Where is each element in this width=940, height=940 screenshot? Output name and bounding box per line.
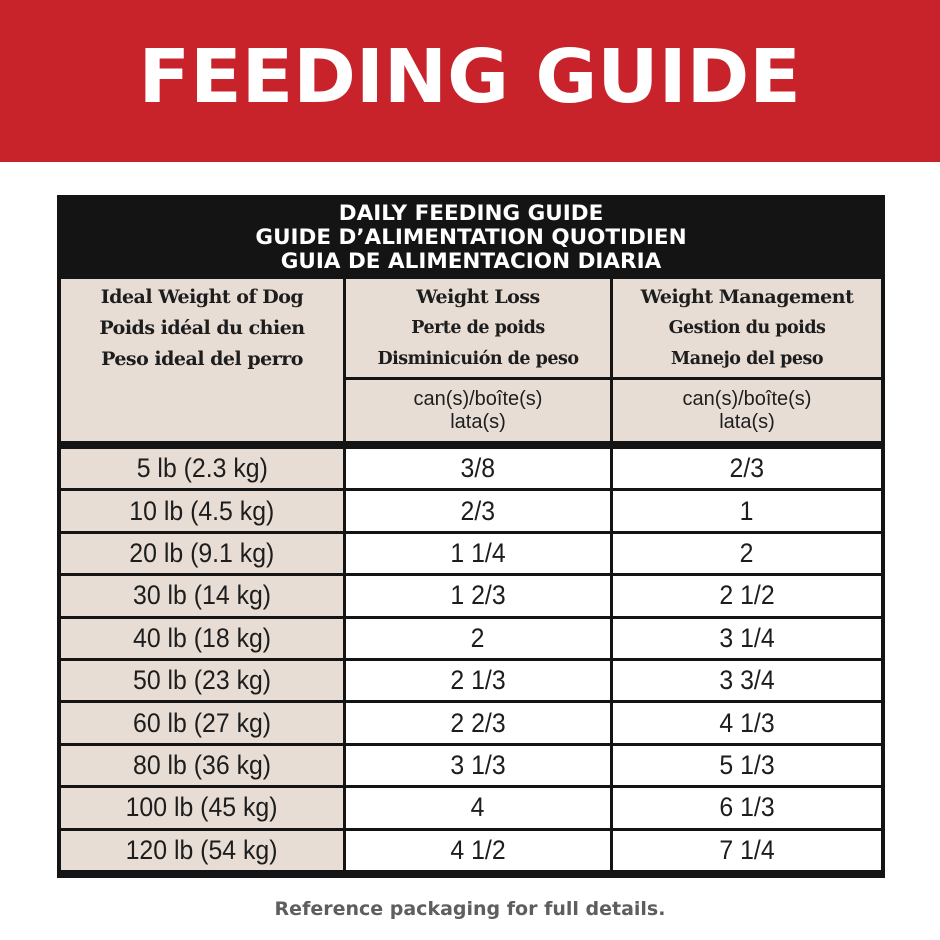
weight-loss-cell-text: 4 1/2 [450,834,506,865]
table-title-french: GUIDE D’ALIMENTATION QUOTIDIEN [255,225,687,250]
weight-loss-cell-text: 3 1/3 [450,749,506,780]
weight-loss-cell: 1 2/3 [346,576,610,616]
weight-cell: 80 lb (36 kg) [61,745,343,786]
unit-label-weight-management: can(s)/boîte(s) lata(s) [613,380,881,441]
weight-loss-cell: 2 1/3 [346,661,610,701]
weight-loss-cell: 2 2/3 [346,703,610,743]
weight-cell-text: 5 lb (2.3 kg) [136,453,268,484]
weight-loss-cell: 3/8 [346,449,610,489]
weight-management-cell: 2 [613,533,881,574]
weight-management-cell: 3 1/4 [613,618,881,658]
weight-loss-cell: 1 1/4 [346,533,610,574]
weight-cell-text: 30 lb (14 kg) [132,580,272,611]
weight-loss-cell-text: 2/3 [460,495,496,526]
weight-loss-cell-text: 2 [471,622,485,653]
unit-label-cans: can(s)/boîte(s) [682,387,812,410]
column-header-weight-loss-es: Disminicuión de peso [377,348,579,369]
weight-management-cell: 2 1/2 [613,576,881,616]
weight-management-cell-text: 3 3/4 [719,665,775,696]
footnote: Reference packaging for full details. [274,898,666,920]
weight-loss-cell-text: 4 [471,792,485,823]
weight-cell-text: 40 lb (18 kg) [132,622,272,653]
weight-loss-cell-text: 3/8 [460,453,496,484]
weight-management-cell-text: 3 1/4 [719,622,775,653]
column-header-ideal-weight-en: Ideal Weight of Dog [100,286,304,308]
weight-loss-cell: 4 [346,788,610,828]
weight-cell: 50 lb (23 kg) [61,661,343,701]
weight-management-cell-text: 5 1/3 [719,749,775,780]
weight-cell: 5 lb (2.3 kg) [61,449,343,489]
weight-cell-text: 10 lb (4.5 kg) [129,495,275,526]
unit-label-weight-loss: can(s)/boîte(s) lata(s) [346,380,610,441]
weight-cell-text: 80 lb (36 kg) [132,749,272,780]
weight-loss-cell-text: 2 2/3 [450,707,506,738]
weight-management-cell-text: 2 [740,537,754,568]
column-header-ideal-weight-es: Peso ideal del perro [101,348,303,370]
weight-cell-text: 20 lb (9.1 kg) [129,537,275,568]
weight-cell: 60 lb (27 kg) [61,703,343,743]
weight-cell-text: 120 lb (54 kg) [126,834,278,865]
weight-cell-text: 50 lb (23 kg) [132,665,272,696]
weight-management-cell: 5 1/3 [613,745,881,786]
column-header-weight-management-fr: Gestion du poids [668,317,826,338]
table-title-spanish: GUIA DE ALIMENTACION DIARIA [280,249,662,274]
weight-management-cell-text: 2 1/2 [719,580,775,611]
banner-title: FEEDING GUIDE [138,34,802,120]
column-header-weight-management-en: Weight Management [640,285,854,308]
weight-cell-text: 100 lb (45 kg) [126,792,278,823]
weight-management-cell: 7 1/4 [613,830,881,870]
weight-cell: 20 lb (9.1 kg) [61,533,343,574]
weight-management-cell-text: 7 1/4 [719,834,775,865]
weight-management-cell: 6 1/3 [613,788,881,828]
weight-cell: 100 lb (45 kg) [61,788,343,828]
weight-cell: 10 lb (4.5 kg) [61,491,343,531]
weight-management-cell: 2/3 [613,449,881,489]
table-title-english: DAILY FEEDING GUIDE [338,201,604,226]
column-header-ideal-weight-fr: Poids idéal du chien [99,317,305,339]
weight-loss-cell: 2/3 [346,491,610,531]
weight-management-cell-text: 2/3 [729,453,765,484]
feeding-guide-banner: FEEDING GUIDE [0,0,940,162]
weight-loss-cell-text: 1 1/4 [450,537,506,568]
weight-management-cell-text: 4 1/3 [719,707,775,738]
weight-management-cell-text: 1 [740,495,754,526]
column-header-weight-loss-en: Weight Loss [416,285,540,308]
weight-management-cell: 4 1/3 [613,703,881,743]
weight-cell-text: 60 lb (27 kg) [132,707,272,738]
weight-management-cell: 3 3/4 [613,661,881,701]
column-header-weight-loss-fr: Perte de poids [411,317,545,338]
column-header-weight-management-es: Manejo del peso [670,348,824,369]
weight-management-cell-text: 6 1/3 [719,792,775,823]
column-header-ideal-weight: Ideal Weight of Dog Poids idéal du chien… [61,279,343,441]
column-header-weight-loss: Weight Loss Perte de poids Disminicuión … [346,279,610,377]
weight-loss-cell: 3 1/3 [346,745,610,786]
weight-loss-cell-text: 1 2/3 [450,580,506,611]
weight-cell: 120 lb (54 kg) [61,830,343,870]
feeding-guide-table: DAILY FEEDING GUIDE GUIDE D’ALIMENTATION… [57,195,885,878]
weight-cell: 40 lb (18 kg) [61,618,343,658]
unit-label-latas: lata(s) [450,410,506,433]
weight-loss-cell-text: 2 1/3 [450,665,506,696]
weight-loss-cell: 2 [346,618,610,658]
unit-label-cans: can(s)/boîte(s) [413,387,543,410]
weight-loss-cell: 4 1/2 [346,830,610,870]
table-title: DAILY FEEDING GUIDE GUIDE D’ALIMENTATION… [57,195,885,279]
weight-cell: 30 lb (14 kg) [61,576,343,616]
unit-label-latas: lata(s) [719,410,775,433]
column-header-weight-management: Weight Management Gestion du poids Manej… [613,279,881,377]
weight-management-cell: 1 [613,491,881,531]
